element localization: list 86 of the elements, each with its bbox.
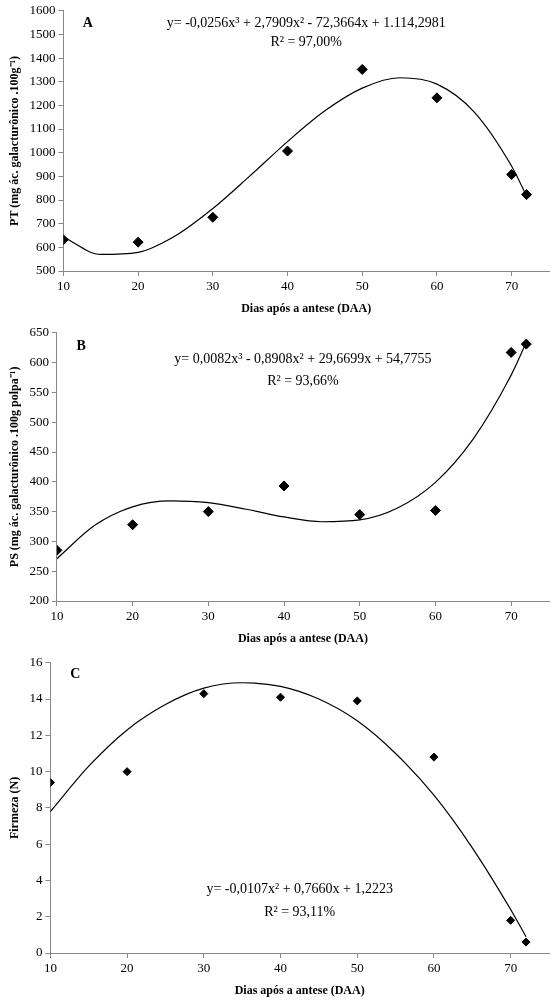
y-tick-label: 250 (29, 562, 49, 578)
y-tick-label: 500 (29, 413, 49, 429)
x-tick-label: 50 (355, 278, 369, 294)
y-tick-label: 6 (35, 835, 43, 851)
x-tick-label: 60 (427, 960, 441, 976)
x-axis-title: Dias após a antese (DAA) (237, 630, 368, 645)
y-tick-label: 14 (29, 690, 43, 706)
x-tick-label: 70 (505, 278, 519, 294)
point (127, 519, 139, 531)
point (202, 506, 214, 518)
y-tick-label: 0 (35, 944, 43, 960)
x-tick-label: 30 (206, 278, 220, 294)
y-tick-label: 500 (35, 262, 56, 278)
x-axis-title: Dias após a antese (DAA) (234, 982, 365, 997)
point (122, 767, 132, 777)
point (282, 145, 294, 157)
x-tick-label: 40 (277, 608, 291, 624)
point (356, 63, 368, 75)
y-tick-label: 450 (29, 443, 49, 459)
point (506, 915, 516, 925)
y-tick-label: 8 (35, 799, 43, 815)
annotation: C (70, 666, 81, 682)
x-axis-title: Dias após a antese (DAA) (241, 300, 372, 315)
x-tick-label: 30 (197, 960, 211, 976)
y-tick-label: 1100 (29, 120, 56, 136)
x-tick-label: 50 (350, 960, 364, 976)
point (276, 692, 286, 702)
x-tick-label: 60 (430, 278, 444, 294)
x-tick-label: 70 (504, 608, 518, 624)
x-tick-label: 40 (274, 960, 288, 976)
point (505, 346, 517, 358)
y-axis-title: Firmeza (N) (7, 776, 22, 840)
point (429, 504, 441, 516)
y-tick-label: 2 (35, 908, 43, 924)
y-tick-label: 700 (35, 215, 56, 231)
annotation: y= -0,0107x² + 0,7660x + 1,2223 (206, 880, 393, 896)
y-axis-title: PS (mg ác. galacturônico .100g polpa⁻¹) (7, 366, 22, 568)
point (352, 696, 362, 706)
y-tick-label: 200 (29, 592, 49, 608)
x-tick-label: 40 (281, 278, 295, 294)
y-tick-label: 10 (29, 763, 43, 779)
point (207, 211, 219, 223)
y-tick-label: 1400 (29, 49, 56, 65)
y-tick-label: 1500 (29, 25, 56, 41)
x-tick-label: 20 (131, 278, 145, 294)
x-tick-label: 20 (120, 960, 134, 976)
y-tick-label: 650 (29, 324, 49, 340)
y-axis-title: PT (mg ác. galacturônico .100g⁻¹) (7, 55, 22, 226)
y-tick-label: 800 (35, 191, 56, 207)
x-tick-label: 50 (353, 608, 367, 624)
point (521, 189, 533, 201)
y-tick-label: 900 (35, 167, 56, 183)
annotation: y= 0,0082x³ - 0,8908x² + 29,6699x + 54,7755 (174, 351, 432, 367)
point (506, 168, 518, 180)
y-tick-label: 4 (35, 871, 43, 887)
point (429, 752, 439, 762)
y-tick-label: 1300 (29, 73, 56, 89)
point (521, 937, 531, 947)
x-tick-label: 20 (126, 608, 140, 624)
y-tick-label: 600 (35, 238, 56, 254)
x-tick-label: 60 (428, 608, 442, 624)
y-tick-label: 550 (29, 383, 49, 399)
y-tick-label: 16 (29, 654, 43, 670)
annotation: R² = 93,66% (267, 372, 340, 388)
annotation: R² = 93,11% (264, 904, 336, 920)
point (132, 236, 144, 248)
x-tick-label: 30 (201, 608, 215, 624)
y-tick-label: 400 (29, 473, 49, 489)
annotation: B (76, 337, 86, 353)
annotation: y= -0,0256x³ + 2,7909x² - 72,3664x + 1.114,2981 (166, 15, 446, 31)
y-tick-label: 1200 (29, 96, 56, 112)
x-tick-label: 70 (504, 960, 518, 976)
point (199, 689, 209, 699)
y-tick-label: 350 (29, 503, 49, 519)
x-tick-label: 10 (56, 278, 70, 294)
y-tick-label: 1600 (29, 2, 56, 18)
annotation: R² = 97,00% (270, 33, 343, 49)
annotation: A (82, 15, 94, 31)
y-tick-label: 12 (29, 726, 43, 742)
point (431, 92, 443, 104)
y-tick-label: 600 (29, 354, 49, 370)
point (520, 338, 532, 350)
point (354, 509, 366, 521)
y-tick-label: 300 (29, 532, 49, 548)
point (278, 480, 290, 492)
y-tick-label: 1000 (29, 144, 56, 160)
